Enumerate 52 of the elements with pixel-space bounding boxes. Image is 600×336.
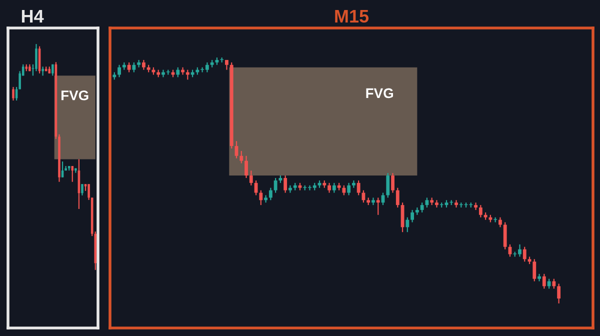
candlestick bbox=[410, 209, 414, 223]
candlestick bbox=[118, 64, 121, 78]
candlestick bbox=[522, 246, 526, 262]
candlestick bbox=[259, 190, 263, 206]
candlestick bbox=[12, 86, 14, 102]
candlestick bbox=[288, 184, 292, 194]
candlestick bbox=[557, 283, 561, 304]
candlestick bbox=[547, 278, 551, 290]
candlestick bbox=[71, 165, 74, 182]
candlestick bbox=[420, 202, 424, 213]
candlestick bbox=[332, 182, 336, 194]
candlestick bbox=[328, 182, 331, 194]
candlestick bbox=[284, 174, 288, 194]
candlestick bbox=[376, 197, 380, 216]
candlestick bbox=[132, 62, 136, 73]
candlestick bbox=[127, 62, 131, 73]
candlestick bbox=[347, 182, 351, 196]
candlestick bbox=[386, 172, 390, 198]
candlestick bbox=[425, 197, 429, 208]
candlestick bbox=[503, 222, 507, 250]
chart-title: M15 bbox=[335, 10, 369, 23]
candlestick bbox=[396, 187, 400, 208]
candlestick bbox=[352, 180, 356, 188]
candlestick bbox=[240, 150, 244, 164]
band-label: FVG bbox=[61, 90, 88, 100]
band-label: FVG bbox=[366, 88, 393, 98]
candlestick bbox=[542, 273, 546, 290]
candlestick bbox=[176, 66, 180, 78]
candlestick bbox=[342, 184, 346, 196]
candlestick bbox=[478, 204, 482, 218]
candlestick bbox=[244, 155, 248, 179]
candlestick bbox=[42, 66, 44, 76]
candlestick bbox=[81, 184, 84, 196]
candlestick bbox=[274, 177, 278, 194]
candlestick bbox=[249, 170, 253, 186]
candlestick bbox=[264, 194, 268, 204]
candlestick bbox=[552, 278, 556, 290]
candlestick bbox=[406, 216, 410, 233]
candlestick bbox=[142, 59, 146, 70]
candlestick bbox=[61, 160, 64, 178]
candlestick bbox=[532, 258, 536, 282]
chart-title: H4 bbox=[22, 10, 44, 22]
candlestick bbox=[454, 200, 458, 208]
candlestick bbox=[435, 200, 438, 208]
candlestick bbox=[498, 216, 502, 228]
candlestick bbox=[268, 187, 272, 201]
candlestick bbox=[538, 273, 541, 282]
candlestick bbox=[474, 202, 478, 211]
candlestick bbox=[35, 43, 38, 72]
candlestick bbox=[391, 172, 394, 194]
candlestick bbox=[356, 180, 360, 196]
candlestick bbox=[372, 197, 375, 206]
